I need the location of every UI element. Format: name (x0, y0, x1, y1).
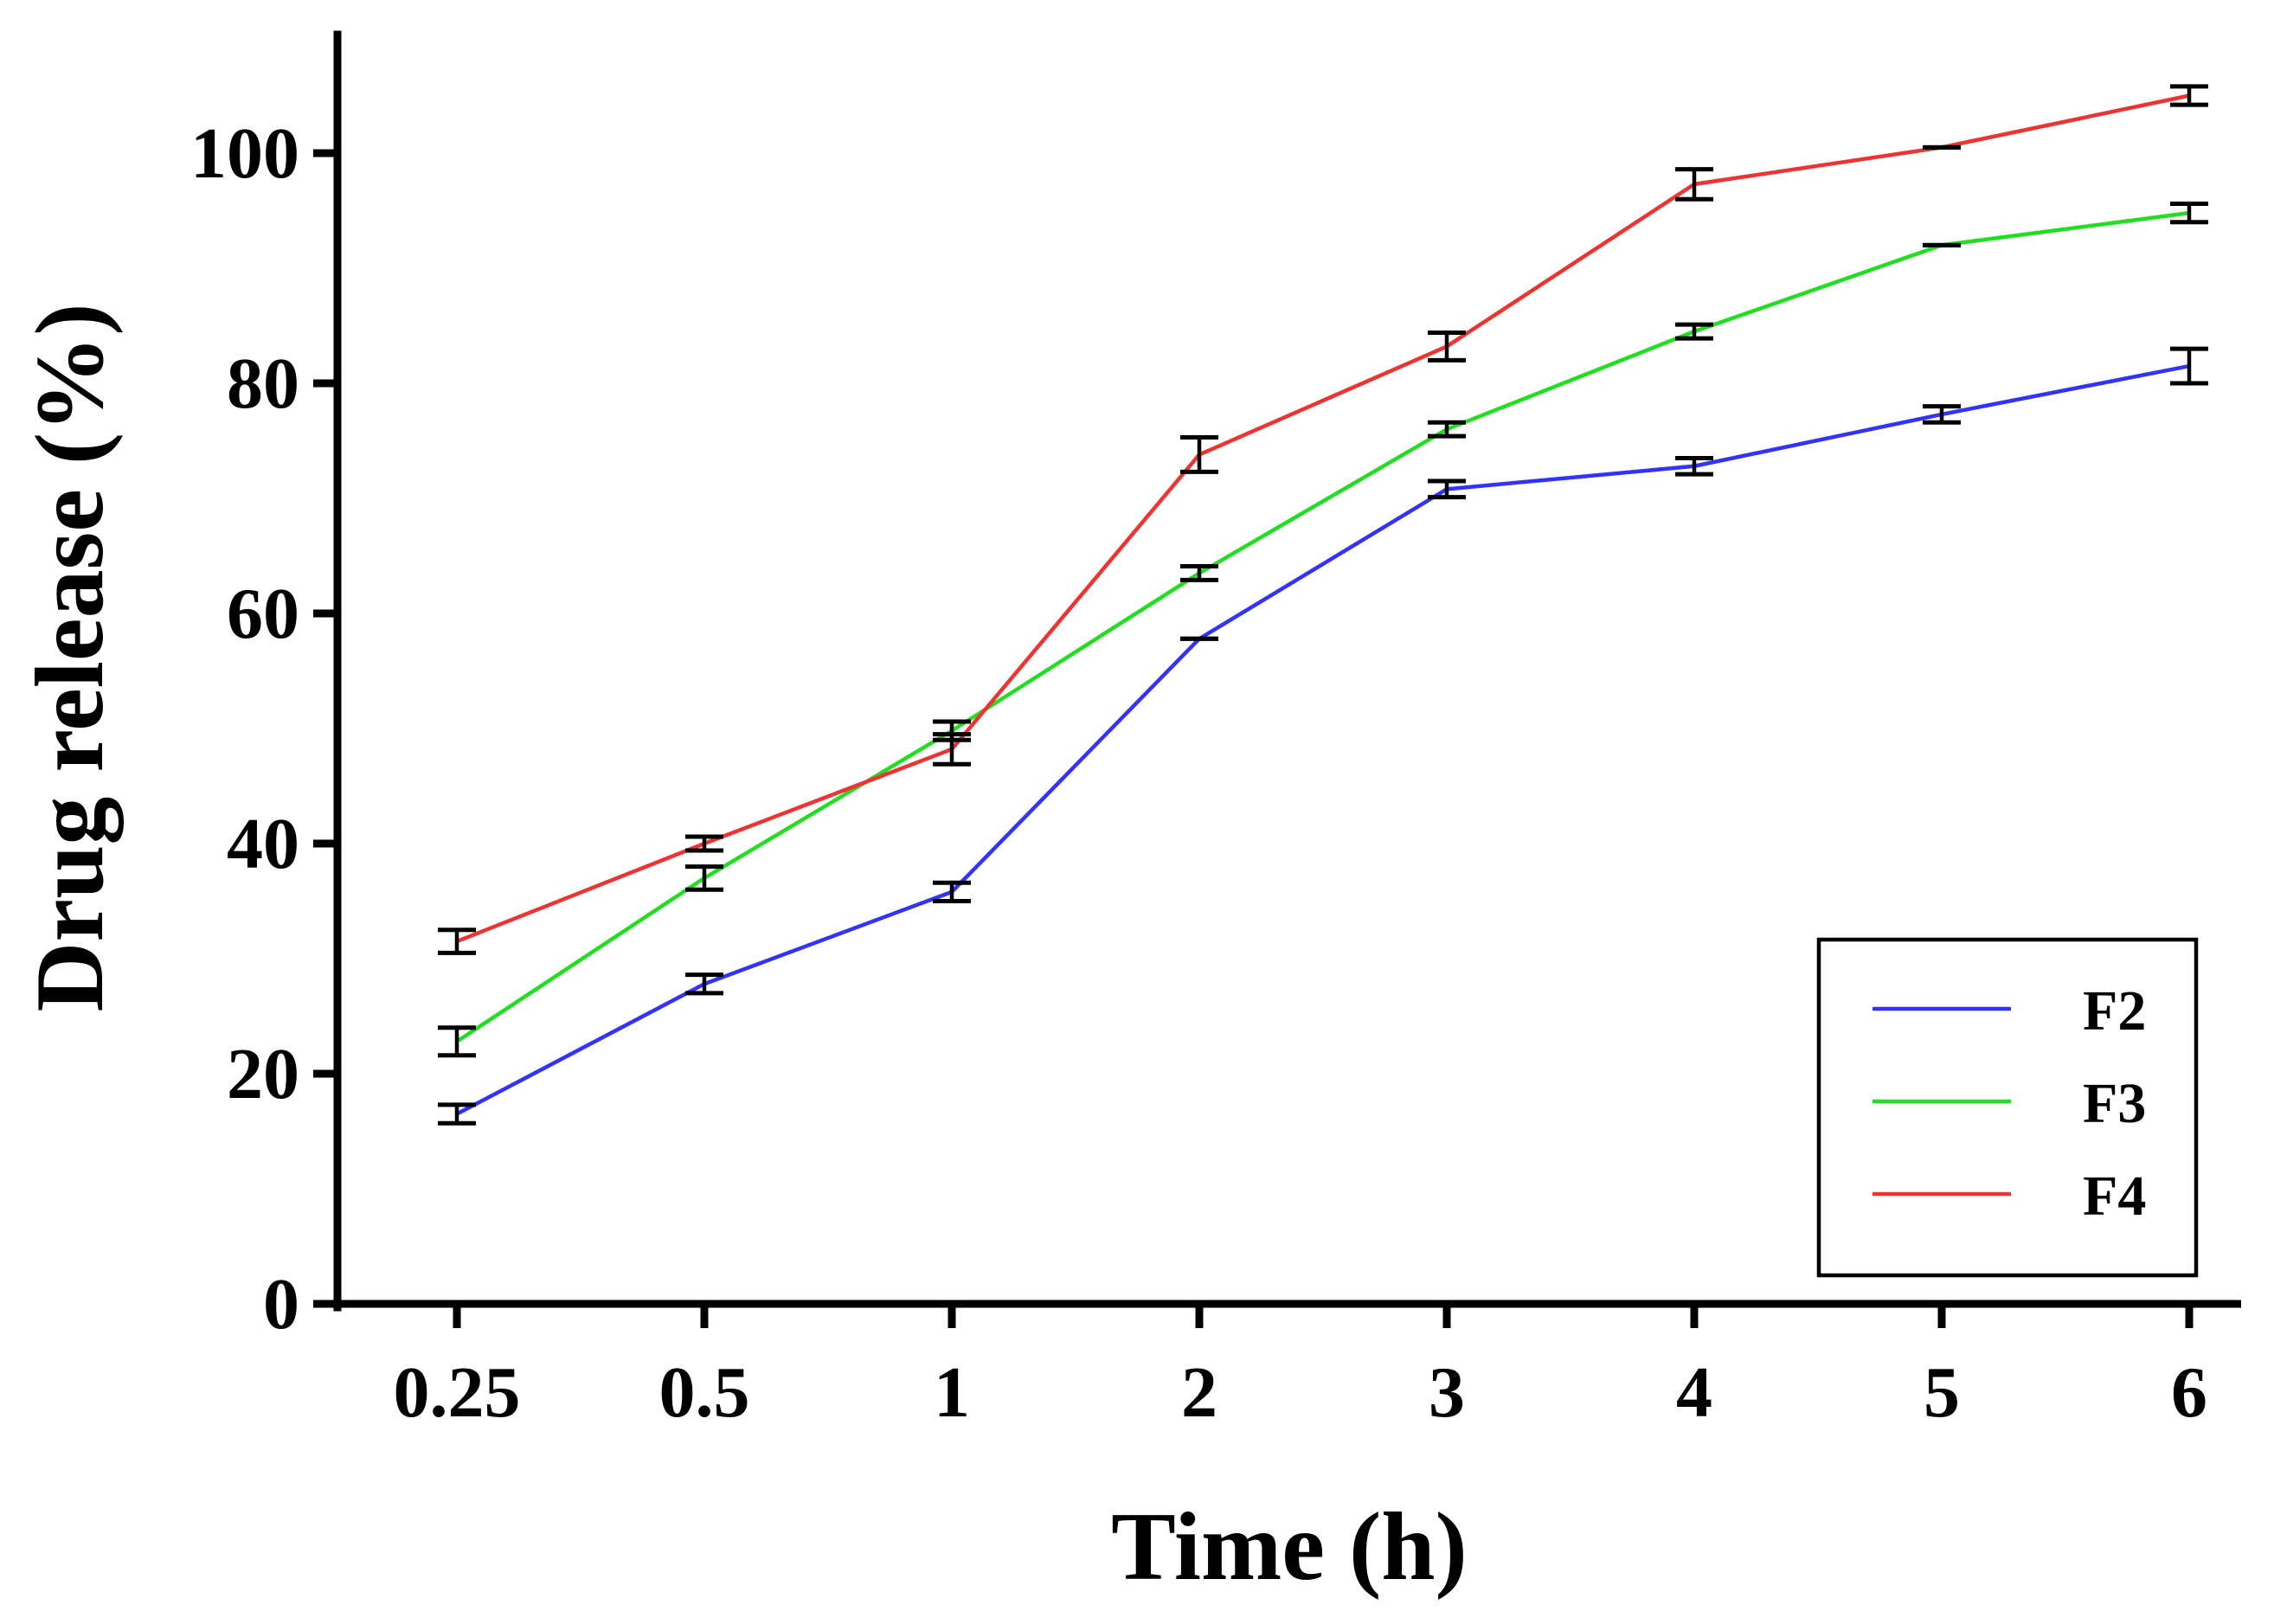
error-bar-F4-0.5 (685, 834, 723, 853)
y-tick-label-40: 40 (227, 804, 299, 884)
x-tick-label-6: 6 (2171, 1352, 2207, 1433)
legend: F2 F3 F4 (1816, 937, 2199, 1278)
y-tick-label-0: 0 (263, 1264, 299, 1345)
error-bar-F2-5 (1923, 404, 1961, 425)
legend-label-F4: F4 (2083, 1165, 2146, 1228)
error-bar-F2-3 (1428, 478, 1466, 500)
error-bar-F2-0.5 (685, 972, 723, 996)
error-bar-F4-1 (933, 732, 971, 767)
error-bar-F3-0.5 (685, 864, 723, 892)
error-bar-F3-0.25 (438, 1025, 476, 1058)
legend-label-F3: F3 (2083, 1072, 2146, 1135)
y-tick-label-20: 20 (227, 1034, 299, 1114)
x-tick-label-3: 3 (1429, 1352, 1465, 1433)
error-bar-F3-3 (1428, 420, 1466, 439)
x-tick-label-1: 1 (934, 1352, 970, 1433)
x-tick-label-0.5: 0.5 (659, 1352, 750, 1433)
x-tick-label-4: 4 (1676, 1352, 1712, 1433)
y-tick-label-100: 100 (190, 113, 299, 194)
error-bar-F2-0.25 (438, 1102, 476, 1126)
series-line-F3 (455, 210, 2190, 1043)
axes-layer (333, 30, 2241, 1312)
error-bar-F3-2 (1180, 563, 1218, 582)
x-axis-title: Time (h) (1111, 1493, 1468, 1601)
series-line-F2 (455, 363, 2190, 1116)
error-bar-F4-6 (2170, 84, 2208, 107)
error-bar-F4-0.25 (438, 928, 476, 955)
error-bar-F4-4 (1675, 167, 1713, 202)
series-layer (438, 84, 2208, 1126)
x-tick-label-2: 2 (1181, 1352, 1217, 1433)
error-bar-F3-4 (1675, 322, 1713, 341)
y-axis-title: Drug release (%) (16, 304, 124, 1012)
error-bar-F3-6 (2170, 202, 2208, 225)
error-bar-F4-3 (1428, 330, 1466, 363)
error-bar-F2-1 (933, 880, 971, 903)
legend-label-F2: F2 (2083, 979, 2146, 1043)
x-tick-label-5: 5 (1924, 1352, 1960, 1433)
series-line-F4 (456, 93, 2190, 944)
ticks-layer: 0 20 40 60 80 100 0.25 0.5 1 2 3 4 5 6 (190, 113, 2207, 1433)
error-bar-F2-6 (2170, 346, 2208, 386)
y-tick-label-80: 80 (227, 343, 299, 424)
y-tick-label-60: 60 (227, 574, 299, 654)
x-tick-label-0.25: 0.25 (394, 1352, 521, 1433)
error-bar-F4-2 (1180, 435, 1218, 474)
error-bar-F2-4 (1675, 455, 1713, 477)
legend-box (1816, 937, 2199, 1278)
